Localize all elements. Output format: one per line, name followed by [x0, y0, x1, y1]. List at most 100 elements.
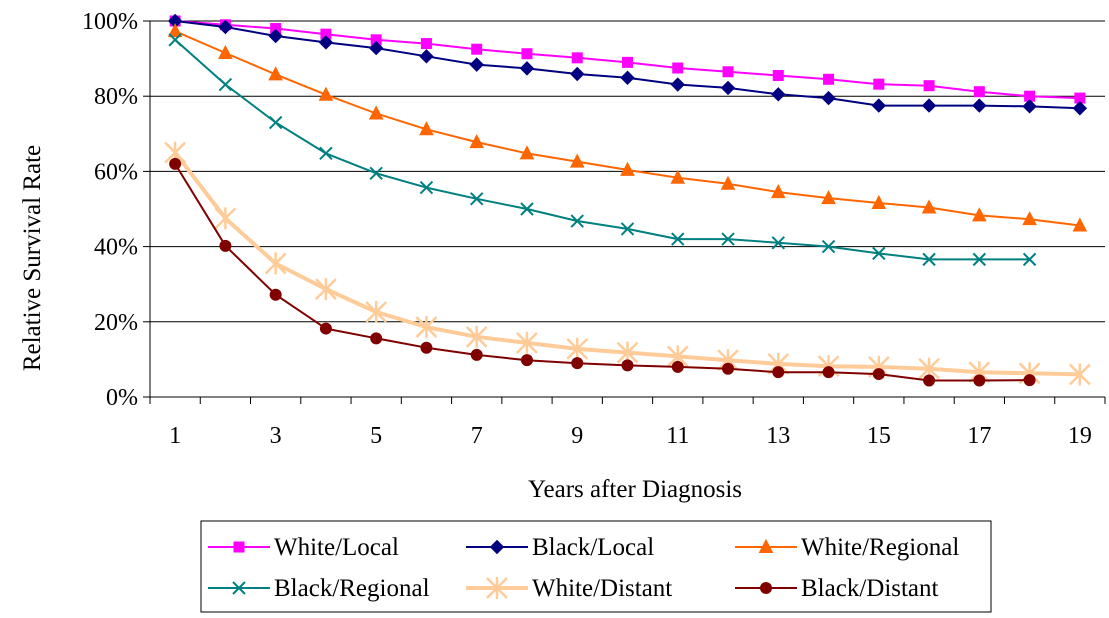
data-point	[1022, 211, 1037, 226]
data-point	[264, 252, 287, 275]
y-axis-label: Relative Survival Rate	[19, 145, 46, 371]
x-axis-ticks: 1 3 5 7 9 11 13 15 17 19	[149, 397, 1106, 449]
x-tick-label: 11	[666, 423, 689, 449]
data-point	[571, 52, 583, 64]
data-point	[319, 146, 333, 161]
y-tick-label: 100%	[82, 9, 138, 35]
data-point	[471, 43, 483, 55]
data-point	[822, 366, 835, 379]
data-point	[670, 169, 686, 184]
data-point	[722, 66, 734, 78]
legend-label: White/Local	[274, 534, 399, 561]
data-point	[420, 38, 432, 50]
data-point	[470, 192, 484, 206]
y-axis-ticks: 0% 20% 40% 60% 80% 100%	[82, 9, 150, 411]
legend-label: Black/Regional	[274, 575, 430, 602]
data-point	[419, 180, 434, 195]
data-point	[720, 175, 736, 190]
data-point	[269, 288, 282, 301]
data-point	[419, 49, 434, 64]
legend-item-white-regional: White/Regional	[735, 534, 959, 561]
data-point	[214, 207, 237, 230]
series-line	[173, 151, 1080, 377]
legend-items: White/Local Black/Local White/Regional Blac…	[208, 534, 959, 602]
y-tick-label: 60%	[94, 159, 138, 185]
data-point	[168, 33, 182, 47]
data-point	[620, 222, 635, 236]
series-white-regional	[167, 23, 1088, 232]
axes	[149, 21, 1105, 398]
data-point	[268, 28, 283, 44]
data-point	[873, 78, 885, 90]
legend-item-white-local: White/Local	[208, 534, 399, 561]
legend-label: White/Regional	[801, 534, 959, 561]
data-point	[318, 35, 334, 50]
data-point	[1022, 99, 1037, 114]
data-point	[670, 77, 685, 92]
data-point	[571, 357, 584, 370]
data-point	[771, 87, 786, 102]
data-point	[872, 246, 886, 261]
series-white-distant	[164, 141, 1091, 386]
x-tick-label: 1	[169, 423, 181, 449]
data-point	[823, 73, 835, 85]
data-point	[521, 48, 533, 60]
data-point	[821, 90, 836, 106]
data-point	[921, 199, 937, 214]
data-point	[973, 374, 986, 387]
data-point	[167, 23, 183, 38]
data-point	[566, 337, 589, 360]
x-tick-label: 15	[867, 423, 891, 449]
data-point	[720, 80, 736, 96]
data-point	[519, 145, 535, 160]
data-point	[923, 80, 935, 92]
data-point	[772, 366, 785, 379]
data-point	[671, 232, 685, 246]
data-point	[369, 166, 383, 180]
data-point	[169, 157, 182, 170]
x-tick-label: 17	[967, 423, 991, 449]
data-point	[1023, 374, 1036, 387]
x-tick-label: 3	[270, 423, 282, 449]
data-point	[569, 153, 585, 168]
data-point	[973, 86, 985, 98]
data-point	[671, 360, 684, 373]
legend-label: White/Distant	[532, 575, 672, 602]
x-tick-label: 19	[1068, 423, 1092, 449]
legend-marker	[760, 582, 772, 594]
data-point	[516, 331, 538, 354]
series-black-regional	[168, 33, 1037, 267]
data-point	[821, 239, 836, 254]
data-point	[319, 322, 332, 335]
legend-marker	[758, 538, 774, 553]
data-point	[1072, 217, 1088, 232]
data-point	[318, 86, 334, 101]
data-point	[1072, 101, 1088, 116]
data-point	[721, 232, 735, 246]
data-point	[415, 316, 438, 339]
data-point	[268, 66, 283, 81]
data-point	[365, 301, 388, 324]
data-point	[368, 40, 384, 56]
data-point	[620, 70, 635, 85]
legend-item-black-local: Black/Local	[466, 534, 654, 561]
data-point	[722, 362, 735, 375]
x-tick-label: 9	[571, 423, 583, 449]
data-point	[872, 368, 885, 381]
legend-marker	[489, 539, 505, 555]
data-point	[620, 161, 635, 176]
legend-marker	[486, 577, 508, 599]
data-point	[419, 121, 434, 136]
data-point	[465, 325, 488, 348]
data-point	[622, 56, 633, 68]
legend-item-black-regional: Black/Regional	[208, 575, 430, 602]
data-point	[570, 66, 585, 82]
x-axis-label: Years after Diagnosis	[528, 476, 742, 503]
data-point	[315, 278, 337, 301]
data-point	[672, 62, 684, 74]
legend-box	[200, 520, 992, 613]
y-tick-label: 20%	[94, 310, 138, 336]
data-point	[1068, 363, 1091, 386]
data-point	[1022, 252, 1037, 267]
